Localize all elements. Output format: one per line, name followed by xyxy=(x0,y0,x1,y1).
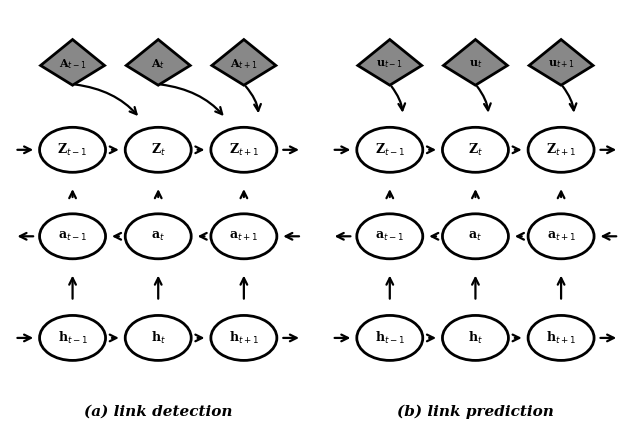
Text: u$_{t-1}$: u$_{t-1}$ xyxy=(376,58,403,70)
Text: a$_{t-1}$: a$_{t-1}$ xyxy=(58,230,87,243)
Polygon shape xyxy=(212,39,276,85)
Text: A$_t$: A$_t$ xyxy=(151,57,165,71)
Circle shape xyxy=(442,127,508,172)
Text: a$_{t+1}$: a$_{t+1}$ xyxy=(547,230,575,243)
Circle shape xyxy=(356,214,423,259)
Circle shape xyxy=(40,127,106,172)
Text: Z$_t$: Z$_t$ xyxy=(151,142,166,158)
Text: h$_{t-1}$: h$_{t-1}$ xyxy=(375,330,405,346)
Text: A$_{t+1}$: A$_{t+1}$ xyxy=(230,57,258,71)
Polygon shape xyxy=(40,39,104,85)
Circle shape xyxy=(528,315,594,360)
Circle shape xyxy=(356,315,423,360)
Text: Z$_t$: Z$_t$ xyxy=(468,142,483,158)
Text: a$_{t-1}$: a$_{t-1}$ xyxy=(375,230,404,243)
Text: (a) link detection: (a) link detection xyxy=(84,404,232,418)
Text: h$_t$: h$_t$ xyxy=(468,330,483,346)
Text: Z$_{t+1}$: Z$_{t+1}$ xyxy=(228,142,259,158)
Circle shape xyxy=(211,127,277,172)
Circle shape xyxy=(125,127,191,172)
Circle shape xyxy=(442,214,508,259)
Text: a$_t$: a$_t$ xyxy=(151,230,165,243)
Circle shape xyxy=(125,214,191,259)
Circle shape xyxy=(442,315,508,360)
Polygon shape xyxy=(529,39,593,85)
Text: h$_{t+1}$: h$_{t+1}$ xyxy=(229,330,259,346)
Polygon shape xyxy=(444,39,508,85)
Text: (b) link prediction: (b) link prediction xyxy=(397,404,554,419)
Text: a$_t$: a$_t$ xyxy=(468,230,483,243)
Text: Z$_{t-1}$: Z$_{t-1}$ xyxy=(374,142,405,158)
Text: u$_{t+1}$: u$_{t+1}$ xyxy=(548,58,575,70)
Text: a$_{t+1}$: a$_{t+1}$ xyxy=(229,230,259,243)
Circle shape xyxy=(40,315,106,360)
Text: h$_t$: h$_t$ xyxy=(151,330,166,346)
Polygon shape xyxy=(126,39,190,85)
Text: h$_{t-1}$: h$_{t-1}$ xyxy=(58,330,88,346)
Circle shape xyxy=(40,214,106,259)
Text: h$_{t+1}$: h$_{t+1}$ xyxy=(546,330,576,346)
Text: A$_{t-1}$: A$_{t-1}$ xyxy=(59,57,86,71)
Text: Z$_{t+1}$: Z$_{t+1}$ xyxy=(546,142,576,158)
Polygon shape xyxy=(358,39,422,85)
Circle shape xyxy=(528,214,594,259)
Circle shape xyxy=(211,214,277,259)
Circle shape xyxy=(356,127,423,172)
Circle shape xyxy=(211,315,277,360)
Circle shape xyxy=(125,315,191,360)
Text: Z$_{t-1}$: Z$_{t-1}$ xyxy=(58,142,88,158)
Circle shape xyxy=(528,127,594,172)
Text: u$_t$: u$_t$ xyxy=(468,58,482,70)
